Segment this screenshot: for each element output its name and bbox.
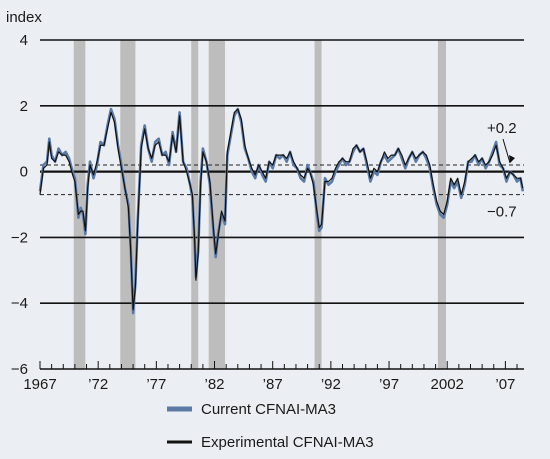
x-tick-label-1: ’72 xyxy=(88,376,108,393)
y-tick-label-3: −2 xyxy=(11,229,28,246)
series-lines xyxy=(38,107,525,315)
arrow-line xyxy=(502,138,511,164)
legend-label-0: Current CFNAI-MA3 xyxy=(201,401,336,418)
x-tick-label-2: ’77 xyxy=(146,376,166,393)
series-current xyxy=(38,107,525,315)
x-tick-label-7: 2002 xyxy=(431,376,464,393)
y-tick-label-1: 2 xyxy=(20,98,28,115)
y-axis-title: index xyxy=(6,9,42,26)
label-minus-0-7: −0.7 xyxy=(487,204,517,221)
recession-band-2 xyxy=(191,40,199,369)
x-tick-label-8: ’07 xyxy=(495,376,515,393)
x-tick-label-0: 1967 xyxy=(23,376,56,393)
y-tick-label-5: −6 xyxy=(11,361,28,378)
x-tick-label-4: ’87 xyxy=(263,376,283,393)
recession-band-3 xyxy=(208,40,225,369)
x-tick-label-6: ’97 xyxy=(379,376,399,393)
y-tick-label-2: 0 xyxy=(20,164,28,181)
series-experimental xyxy=(39,108,524,311)
legend: Current CFNAI-MA3 Experimental CFNAI-MA3 xyxy=(167,401,374,451)
annotations: +0.2 −0.7 xyxy=(487,120,517,221)
x-tick-label-5: ’92 xyxy=(321,376,341,393)
recession-band-0 xyxy=(73,40,86,369)
label-plus-0-2: +0.2 xyxy=(487,120,517,137)
y-tick-label-4: −4 xyxy=(11,295,28,312)
recession-band-4 xyxy=(314,40,322,369)
recession-shading xyxy=(73,40,447,369)
y-tick-label-0: 4 xyxy=(20,32,28,49)
recession-band-5 xyxy=(437,40,447,369)
x-tick-label-3: ’82 xyxy=(205,376,225,393)
y-tick-labels: 4 2 0 −2 −4 −6 xyxy=(11,32,28,378)
gridlines xyxy=(40,39,524,305)
legend-label-1: Experimental CFNAI-MA3 xyxy=(201,434,374,451)
x-axis: 1967 ’72 ’77 ’82 ’87 ’92 ’97 2002 ’07 xyxy=(23,361,524,393)
arrow-head xyxy=(509,155,516,164)
